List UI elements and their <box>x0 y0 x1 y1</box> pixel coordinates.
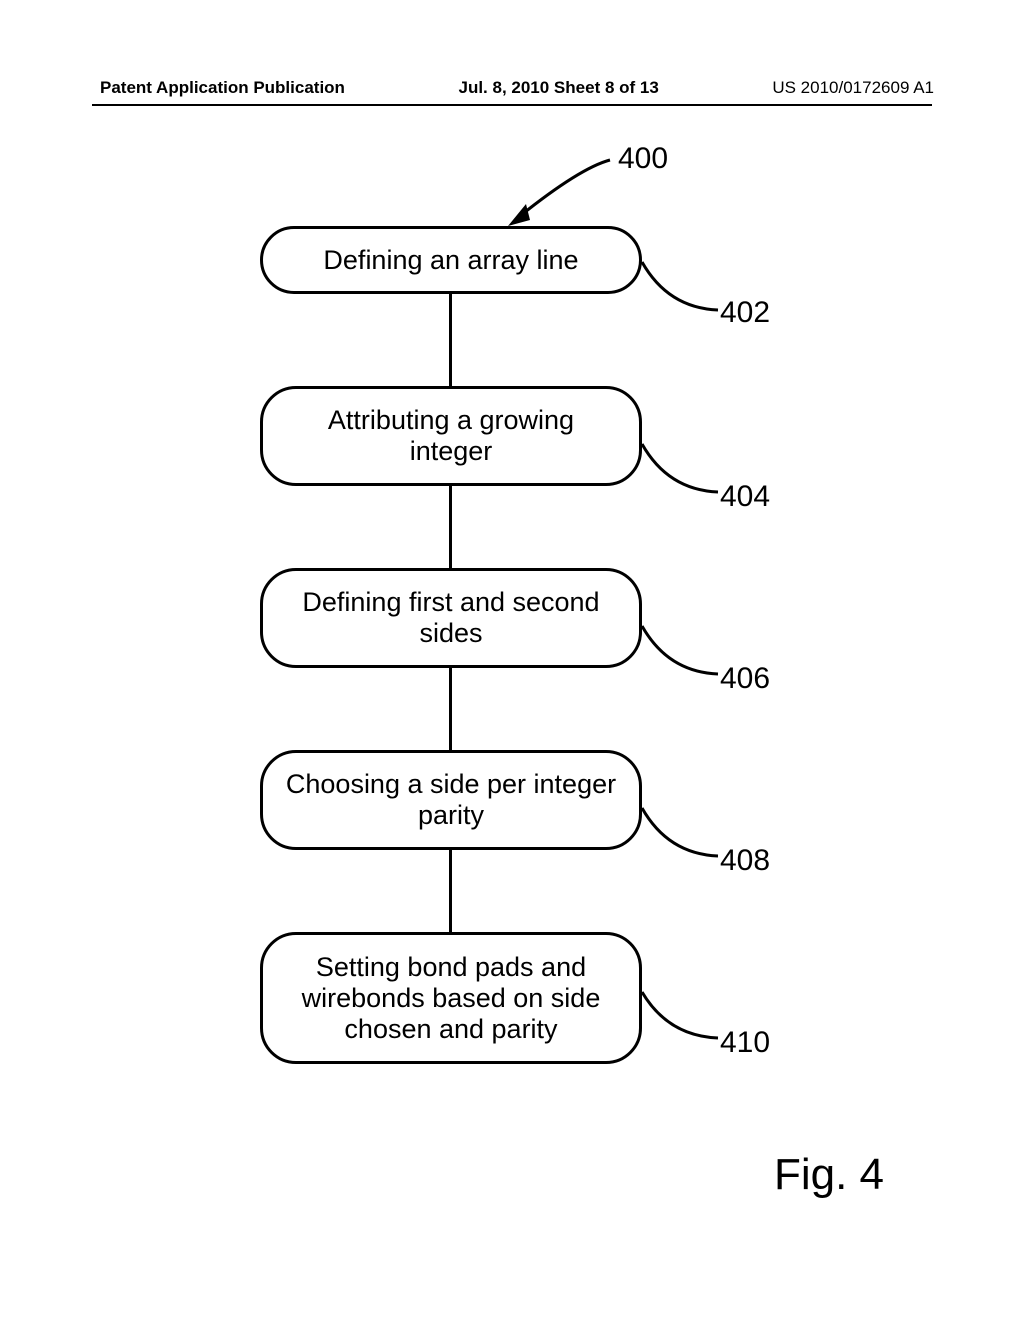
ref-curve-408 <box>638 804 728 864</box>
flow-step-410: Setting bond pads and wirebonds based on… <box>260 932 642 1064</box>
ref-label-408: 408 <box>720 844 770 878</box>
figure-label: Fig. 4 <box>774 1150 884 1200</box>
flow-step-text: Defining first and second sides <box>283 587 619 649</box>
ref-curve-406 <box>638 622 728 682</box>
ref-label-406: 406 <box>720 662 770 696</box>
connector <box>449 294 452 386</box>
page-header: Patent Application Publication Jul. 8, 2… <box>0 78 1024 98</box>
flow-step-406: Defining first and second sides <box>260 568 642 668</box>
header-left: Patent Application Publication <box>100 78 345 98</box>
ref-label-402: 402 <box>720 296 770 330</box>
ref-curve-404 <box>638 440 728 500</box>
flowchart-diagram: Defining an array line Attributing a gro… <box>0 130 1024 1130</box>
ref-label-404: 404 <box>720 480 770 514</box>
ref-arrow-400 <box>490 148 630 238</box>
header-rule <box>92 104 932 106</box>
header-right: US 2010/0172609 A1 <box>772 78 934 98</box>
ref-label-410: 410 <box>720 1026 770 1060</box>
header-center: Jul. 8, 2010 Sheet 8 of 13 <box>458 78 658 98</box>
ref-curve-410 <box>638 988 728 1046</box>
ref-curve-402 <box>638 258 728 318</box>
flow-step-text: Attributing a growing integer <box>283 405 619 467</box>
flow-step-text: Choosing a side per integer parity <box>283 769 619 831</box>
flow-step-text: Setting bond pads and wirebonds based on… <box>283 952 619 1045</box>
connector <box>449 668 452 750</box>
flow-step-402: Defining an array line <box>260 226 642 294</box>
connector <box>449 486 452 568</box>
connector <box>449 850 452 932</box>
ref-label-400: 400 <box>618 142 668 176</box>
flow-step-408: Choosing a side per integer parity <box>260 750 642 850</box>
flow-step-404: Attributing a growing integer <box>260 386 642 486</box>
flow-step-text: Defining an array line <box>323 245 578 276</box>
